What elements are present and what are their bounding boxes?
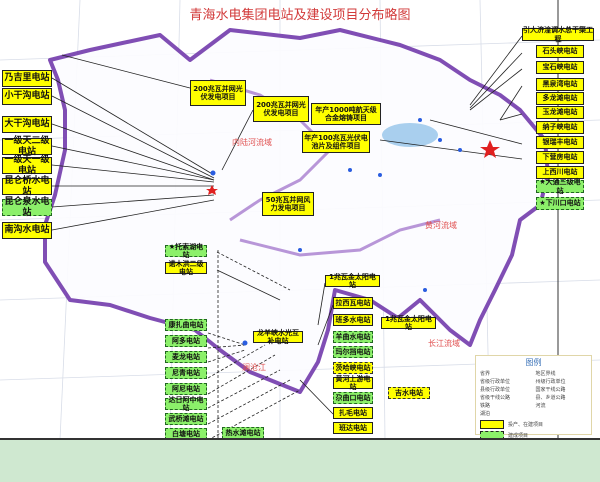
bottom-band <box>0 438 600 482</box>
legend-item: 省界 <box>480 371 491 377</box>
legend-item: 省级干线公路 <box>480 395 511 401</box>
project-label: 年产1000吨航天级合金熔铸项目 <box>311 103 381 125</box>
station-label: 班达电站 <box>333 422 373 434</box>
legend-item: 河流 <box>535 403 546 409</box>
station-label: 1兆瓦金太阳电站 <box>325 273 380 289</box>
station-label: 纳子峡电站 <box>536 121 584 134</box>
station-label: 拉西瓦电站 <box>333 297 373 309</box>
station-label: 龙羊峡水光互补电站 <box>253 329 303 345</box>
legend-item: 国家干线公路 <box>535 387 566 393</box>
station-label: 小干沟电站 <box>2 88 52 105</box>
region-label: 澜沧江 <box>242 363 266 372</box>
region-label: 长江流域 <box>428 339 460 348</box>
station-label: 麦龙电站 <box>165 351 207 363</box>
station-label: 乃吉里电站 <box>2 70 52 87</box>
station-label: 引大济湟调水总干渠工程 <box>522 26 594 43</box>
region-label: 内陆河流域 <box>232 138 272 147</box>
station-label: 班多水电站 <box>333 314 373 326</box>
legend-item: 湖泊 <box>480 411 491 417</box>
station-label: 黄河上游电站 <box>333 375 373 391</box>
station-label: 上西川电站 <box>536 166 584 179</box>
station-label: 茨哈峡电站 <box>333 362 373 374</box>
legend-item: 省级行政单位 <box>480 379 511 385</box>
legend-yellow-note: 投产、在建项目 <box>508 422 544 428</box>
station-label: 阿多电站 <box>165 335 207 347</box>
legend-yellow-swatch <box>480 420 504 429</box>
station-label: 昆仑桥水电站 <box>2 176 52 197</box>
station-label: 玉龙滩电站 <box>536 106 584 119</box>
station-label: 尕曲口电站 <box>333 392 373 404</box>
station-label: 多龙滩电站 <box>536 92 584 105</box>
station-label: 尼青电站 <box>165 367 207 379</box>
station-label: 银瑞丰电站 <box>536 136 584 149</box>
station-label: 下营房电站 <box>536 151 584 164</box>
legend-item: 地区界线 <box>535 371 556 377</box>
station-label: 扎毛电站 <box>333 407 373 419</box>
project-label: 50兆瓦并网风力发电项目 <box>262 192 314 216</box>
station-label: 宝石峡电站 <box>536 61 584 74</box>
station-label: 大干沟电站 <box>2 116 52 133</box>
station-label: 达日阿中电站 <box>165 396 207 412</box>
legend-item: 县、乡道公路 <box>535 395 566 401</box>
station-label: 吉水电站 <box>388 387 430 399</box>
map-title: 青海水电集团电站及建设项目分布略图 <box>189 8 411 23</box>
region-label: 黄河流域 <box>425 221 457 230</box>
project-label: 年产100兆瓦光伏电池片及组件项目 <box>302 131 370 153</box>
station-label: 黑泉湾电站 <box>536 78 584 91</box>
station-label: 阿尼电站 <box>165 383 207 395</box>
station-label: ★大通三级电站 <box>536 178 584 195</box>
station-label: 南沟水电站 <box>2 222 52 239</box>
station-label: 羊曲水电站 <box>333 331 373 343</box>
station-label: ★下川口电站 <box>536 197 584 210</box>
station-label: 武桥滩电站 <box>165 413 207 425</box>
station-label: 1兆瓦金太阳电站 <box>381 315 436 331</box>
station-label: 康扎曲电站 <box>165 319 207 331</box>
station-label: 诺木洪二级电站 <box>165 260 207 276</box>
station-label: 一级天一级电站 <box>2 155 52 176</box>
station-label: ★托索湖电站 <box>165 243 207 259</box>
legend: 图例 省界 地区界线省级行政单位 州级行政单位县级行政单位 国家干线公路省级干线公路 县… <box>475 355 592 440</box>
legend-item: 县级行政单位 <box>480 387 511 393</box>
station-label: 石头峡电站 <box>536 45 584 58</box>
legend-green-note: 建成项目 <box>508 433 529 439</box>
station-label: 昆仑泉水电站 <box>2 197 52 218</box>
project-label: 200兆瓦并网光伏发电项目 <box>190 80 246 106</box>
legend-title: 图例 <box>525 358 542 367</box>
station-label: 玛尔挡电站 <box>333 346 373 358</box>
legend-item: 铁路 <box>480 403 491 409</box>
station-label: 一级天二级电站 <box>2 136 52 157</box>
legend-item: 州级行政单位 <box>535 379 566 385</box>
project-label: 200兆瓦并网光伏发电项目 <box>253 96 309 122</box>
